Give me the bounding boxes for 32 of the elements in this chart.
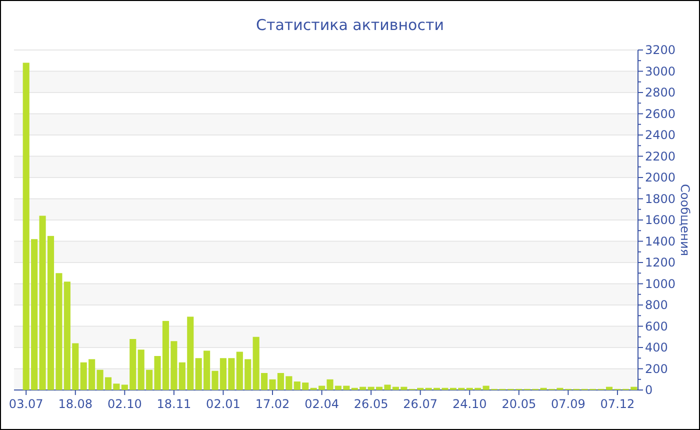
x-tick-label: 20.05 bbox=[502, 397, 536, 411]
y-tick-label: 600 bbox=[645, 319, 668, 334]
x-tick-label: 03.07 bbox=[8, 397, 44, 411]
y-axis-title: Сообщения bbox=[678, 184, 692, 256]
x-tick-label: 24.10 bbox=[452, 397, 487, 411]
y-tick-label: 2000 bbox=[645, 170, 676, 185]
x-tick-label: 17.02 bbox=[255, 397, 290, 411]
y-tick-label: 2800 bbox=[645, 86, 676, 100]
y-tick-label: 3200 bbox=[645, 43, 676, 58]
x-tick-label: 02.01 bbox=[206, 397, 240, 411]
y-tick-label: 1400 bbox=[645, 234, 676, 248]
y-tick-label: 2600 bbox=[645, 106, 676, 121]
x-tick-label: 18.08 bbox=[58, 397, 93, 411]
y-tick-label: 2200 bbox=[645, 149, 676, 164]
y-tick-label: 800 bbox=[645, 298, 668, 312]
x-tick-label: 02.04 bbox=[304, 397, 339, 411]
y-tick-label: 1200 bbox=[645, 256, 676, 270]
x-tick-label: 07.09 bbox=[551, 397, 586, 411]
x-tick-label: 07.12 bbox=[600, 397, 635, 411]
y-tick-label: 200 bbox=[645, 362, 668, 376]
y-tick-label: 1600 bbox=[645, 213, 676, 228]
x-tick-label: 02.10 bbox=[107, 397, 142, 411]
y-tick-label: 3000 bbox=[645, 64, 676, 78]
y-tick-label: 1800 bbox=[645, 192, 676, 206]
y-tick-label: 2400 bbox=[645, 128, 676, 142]
x-tick-label: 26.05 bbox=[354, 397, 388, 411]
x-tick-label: 18.11 bbox=[156, 397, 192, 411]
chart-title: Статистика активности bbox=[256, 16, 444, 34]
y-tick-label: 400 bbox=[645, 340, 668, 355]
y-tick-label: 0 bbox=[645, 383, 653, 398]
y-tick-label: 1000 bbox=[645, 276, 676, 291]
x-tick-label: 26.07 bbox=[403, 397, 438, 411]
